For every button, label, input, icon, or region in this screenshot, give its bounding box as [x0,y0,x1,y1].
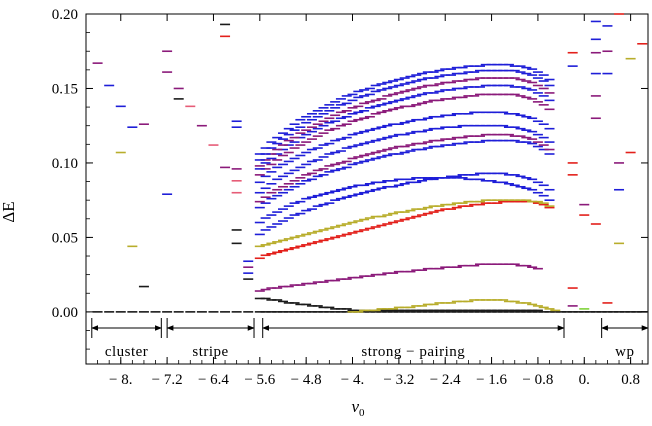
x-tick-label: − 3.2 [383,372,414,388]
x-axis-label: v0 [351,397,365,419]
region-label: cluster [105,344,148,360]
region-label: strong − pairing [361,344,465,360]
y-tick-label: 0.05 [52,230,78,246]
x-tick-label: − 2.4 [430,372,461,388]
phase-region-annotations: cluster stripe strong − pairing wp [91,318,649,360]
y-axis-ticks: 0.00 0.05 0.10 0.15 0.20 [52,7,648,350]
region-label: stripe [192,344,228,360]
x-axis-label-main: v [351,397,359,416]
x-tick-label: 0. [579,372,590,388]
region-label: wp [615,344,634,360]
x-tick-label: 0.8 [621,372,640,388]
y-axis-label: ΔE [0,201,18,222]
y-tick-label: 0.10 [52,156,78,172]
x-tick-label: − 0.8 [522,372,553,388]
y-tick-label: 0.20 [52,7,78,23]
x-tick-label: − 1.6 [476,372,507,388]
plot-border [85,13,649,365]
x-axis-label-sub: 0 [359,407,365,419]
x-tick-label: − 6.4 [198,372,229,388]
y-tick-label: 0.15 [52,81,78,97]
plot-frame [85,13,649,365]
y-tick-label: 0.00 [52,305,78,321]
x-tick-label: − 8. [109,372,132,388]
data-marks [92,13,648,313]
x-tick-label: − 4. [341,372,364,388]
x-tick-label: − 5.6 [244,372,275,388]
x-tick-label: − 7.2 [152,372,183,388]
x-axis-ticks: − 8. − 7.2 − 6.4 − 5.6 − 4.8 − 4. − 3.2 − 2.4 − … [97,14,643,388]
x-tick-label: − 4.8 [291,372,322,388]
